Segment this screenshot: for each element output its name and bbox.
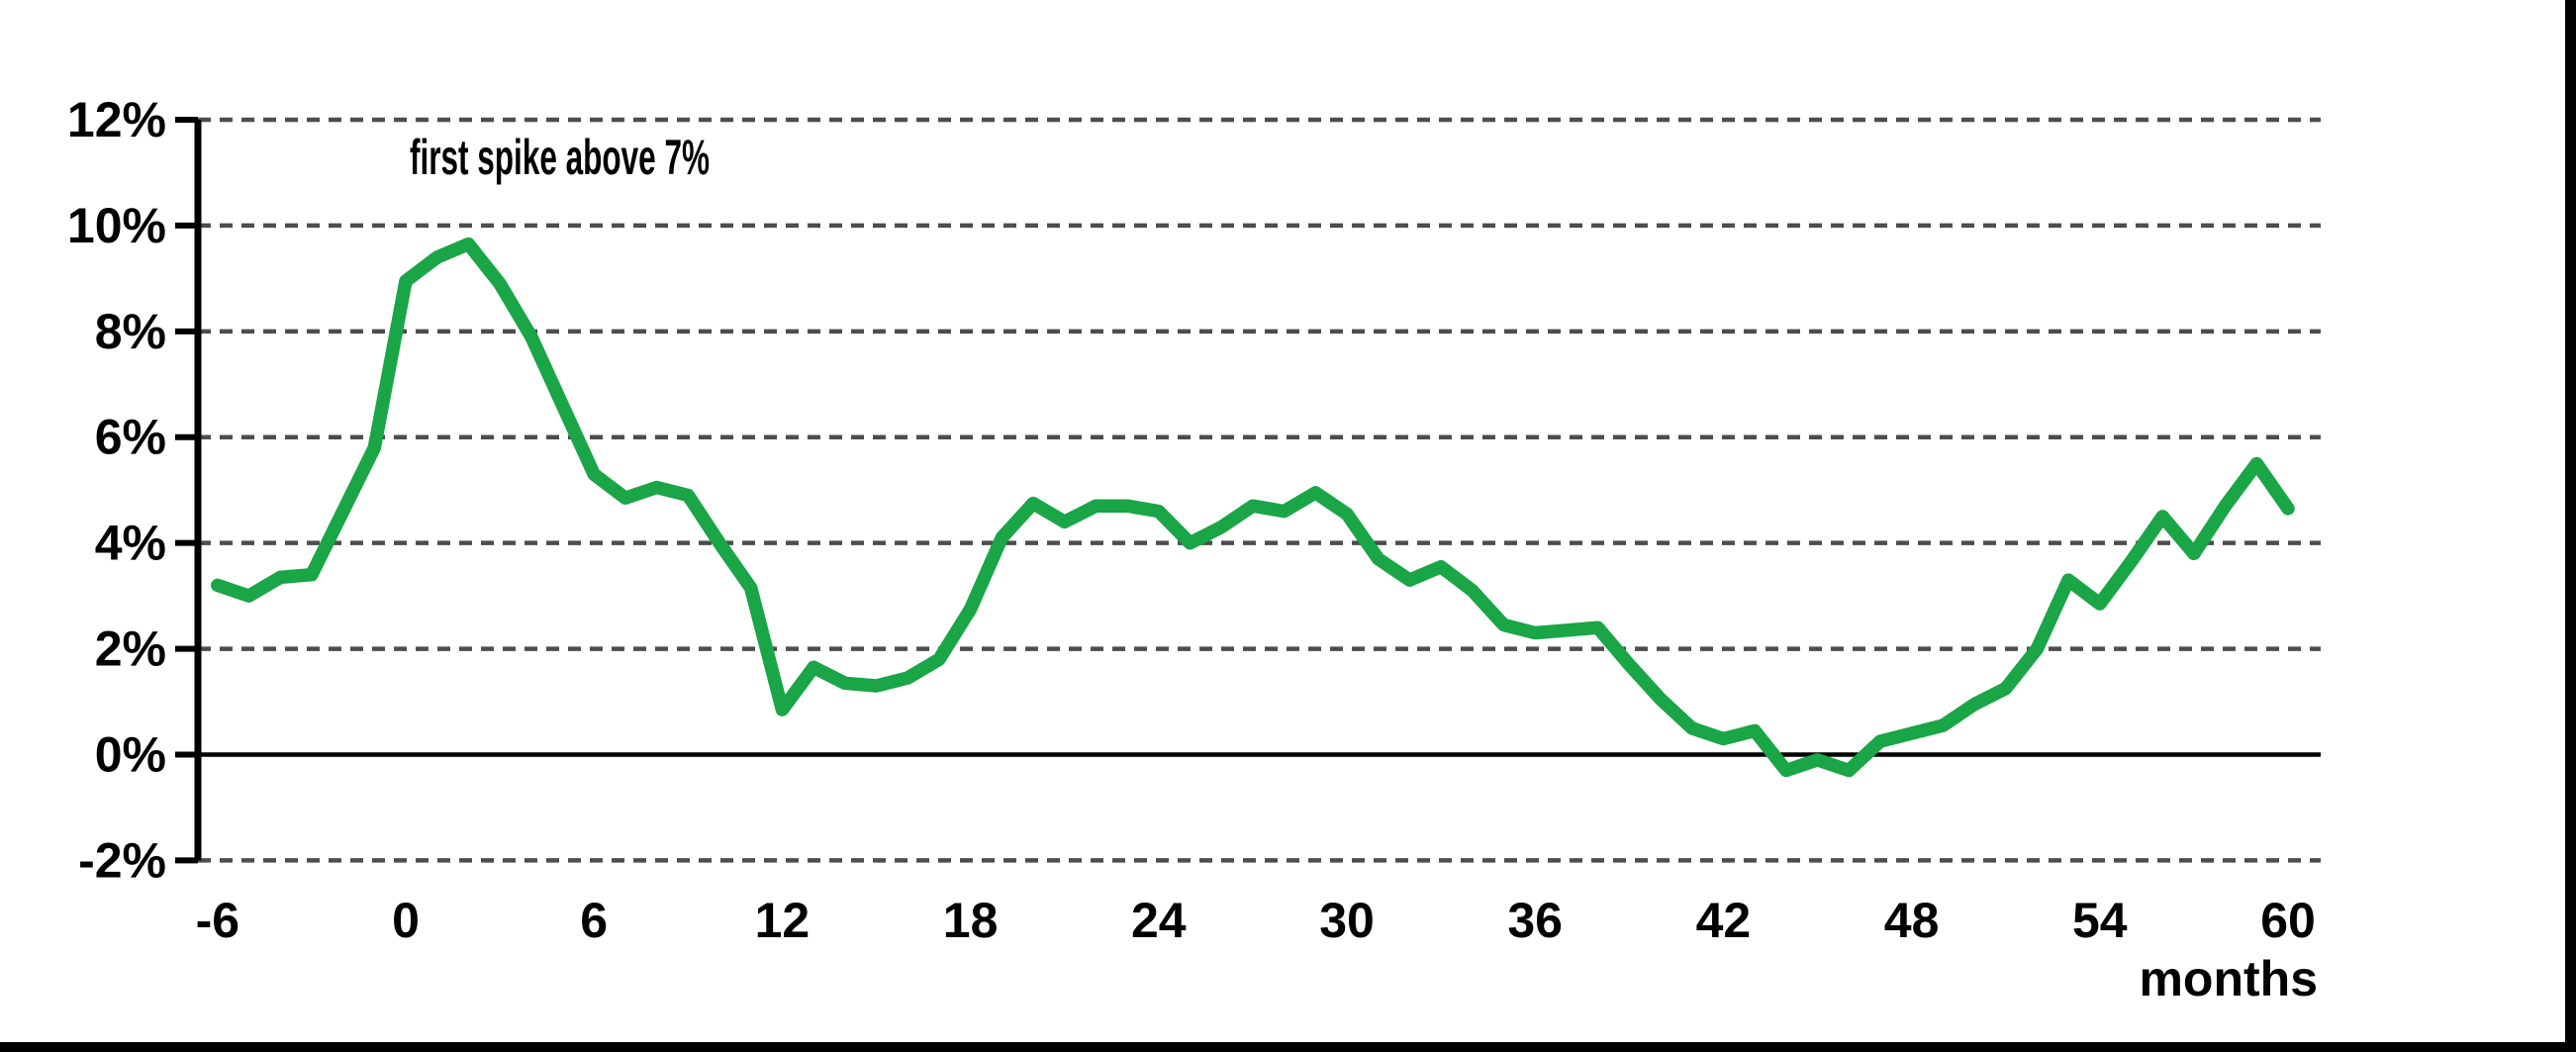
- y-tick-label: -2%: [78, 832, 166, 888]
- y-tick-label: 10%: [67, 198, 166, 253]
- x-tick-label: -6: [196, 893, 239, 948]
- x-tick-label: 60: [2260, 893, 2316, 948]
- data-line-series: [211, 237, 2295, 778]
- x-tick-label: 0: [392, 893, 420, 948]
- x-tick-label: 24: [1131, 893, 1187, 948]
- x-tick-label: 30: [1319, 893, 1375, 948]
- y-tick-label: 12%: [67, 92, 166, 147]
- x-tick-labels: -6 0 6 12 18 24 30 36 42 48 54 60: [196, 893, 2316, 948]
- x-tick-label: 54: [2072, 893, 2128, 948]
- x-axis-title: months: [2139, 951, 2318, 1006]
- y-tick-labels: 12% 10% 8% 6% 4% 2% 0% -2%: [67, 92, 166, 888]
- y-tick-label: 2%: [95, 622, 166, 677]
- x-tick-label: 42: [1696, 893, 1752, 948]
- x-tick-label: 36: [1507, 893, 1563, 948]
- y-tick-label: 8%: [95, 304, 166, 359]
- y-tick-label: 6%: [95, 410, 166, 465]
- y-axis: [175, 116, 202, 864]
- bottom-edge-bar: [0, 1042, 2576, 1052]
- y-tick-label: 4%: [95, 516, 166, 571]
- x-tick-label: 6: [580, 893, 608, 948]
- right-edge-bar: [2565, 0, 2576, 1052]
- x-tick-label: 18: [943, 893, 999, 948]
- x-tick-label: 12: [755, 893, 811, 948]
- y-tick-label: 0%: [95, 727, 166, 783]
- gridlines: [198, 117, 2321, 863]
- annotation-label: first spike above 7%: [410, 130, 710, 185]
- x-tick-label: 48: [1884, 893, 1940, 948]
